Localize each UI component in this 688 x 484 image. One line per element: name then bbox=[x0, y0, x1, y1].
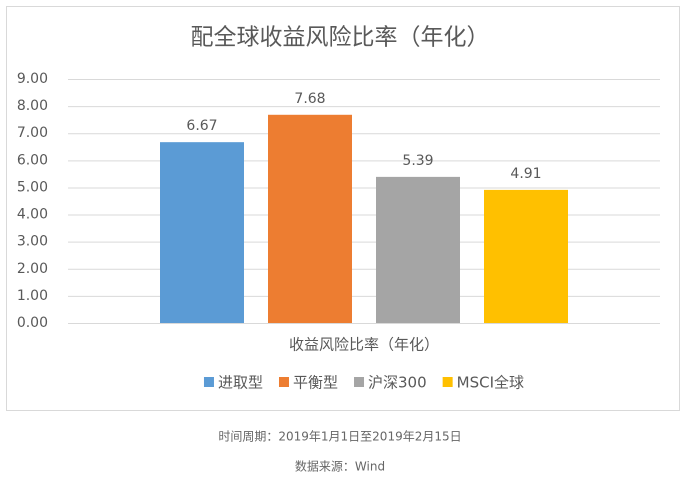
y-tick-label: 6.00 bbox=[17, 152, 48, 168]
note: 数据来源：Wind bbox=[295, 459, 385, 474]
value-label: 6.67 bbox=[186, 118, 217, 134]
legend-swatch bbox=[278, 377, 289, 387]
legend-label: 平衡型 bbox=[293, 374, 338, 392]
bar bbox=[160, 142, 244, 323]
legend-swatch bbox=[354, 377, 365, 387]
value-label: 4.91 bbox=[510, 166, 541, 182]
y-tick-label: 0.00 bbox=[17, 315, 48, 331]
legend-label: 沪深300 bbox=[368, 374, 427, 392]
y-tick-label: 2.00 bbox=[17, 261, 48, 277]
y-tick-label: 9.00 bbox=[17, 71, 48, 87]
legend-swatch bbox=[203, 377, 214, 387]
bar bbox=[268, 114, 352, 323]
value-label: 7.68 bbox=[294, 91, 325, 107]
y-tick-label: 1.00 bbox=[17, 288, 48, 304]
legend-swatch bbox=[442, 377, 453, 387]
y-tick-label: 5.00 bbox=[17, 179, 48, 195]
x-tick-label: 收益风险比率（年化） bbox=[289, 336, 439, 354]
bar bbox=[376, 176, 460, 323]
y-tick-label: 4.00 bbox=[17, 207, 48, 223]
chart-title: 配全球收益风险比率（年化） bbox=[191, 25, 490, 51]
y-tick-label: 8.00 bbox=[17, 98, 48, 114]
bar bbox=[484, 189, 568, 323]
note: 时间周期：2019年1月1日至2019年2月15日 bbox=[218, 430, 461, 444]
y-tick-label: 3.00 bbox=[17, 234, 48, 250]
legend-label: MSCI全球 bbox=[457, 374, 524, 392]
value-label: 5.39 bbox=[402, 153, 433, 169]
y-tick-label: 7.00 bbox=[17, 125, 48, 141]
legend-label: 进取型 bbox=[218, 374, 263, 392]
